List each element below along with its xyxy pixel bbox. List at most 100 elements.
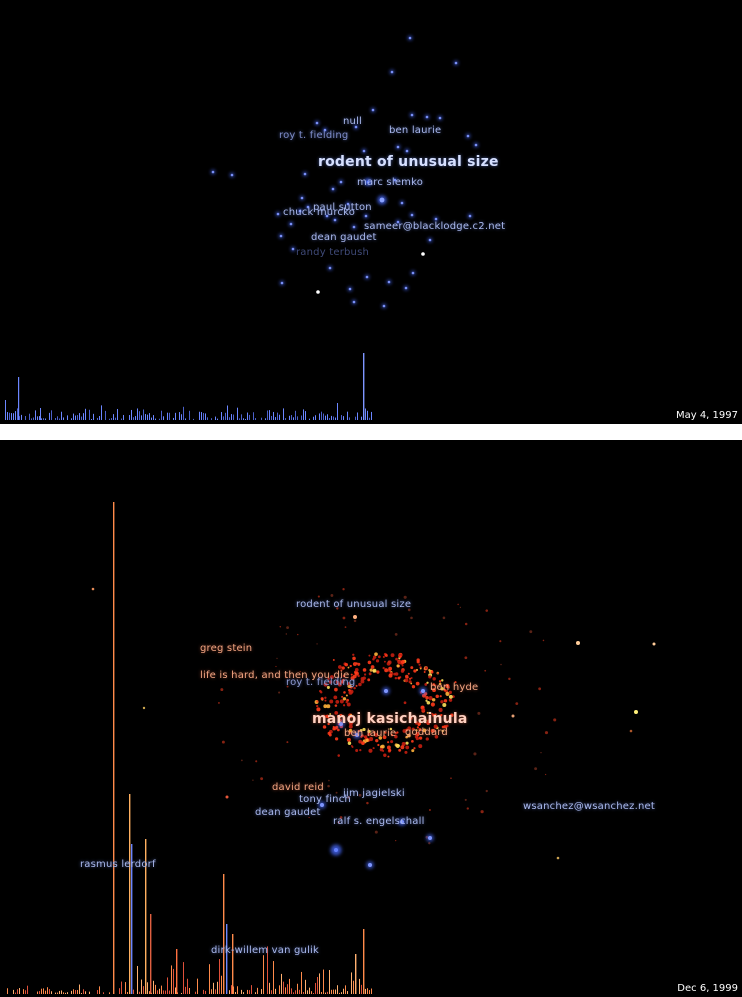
activity-bar bbox=[285, 418, 286, 420]
activity-bar bbox=[273, 961, 274, 994]
node-dot bbox=[395, 840, 397, 842]
node-dot bbox=[413, 747, 416, 750]
node-dot bbox=[576, 641, 580, 645]
node-dot bbox=[327, 784, 330, 788]
activity-bar bbox=[129, 415, 130, 420]
activity-bar bbox=[293, 992, 294, 994]
node-dot bbox=[367, 678, 371, 682]
activity-bar bbox=[315, 415, 316, 420]
activity-bar bbox=[291, 988, 292, 994]
node-dot bbox=[388, 666, 393, 671]
node-dot bbox=[368, 654, 371, 657]
node-dot bbox=[317, 595, 320, 598]
node-label-dean-gaudet: dean gaudet bbox=[255, 807, 321, 818]
activity-bar bbox=[45, 418, 46, 420]
node-dot bbox=[383, 753, 387, 757]
activity-bar bbox=[231, 985, 232, 994]
node-dot bbox=[394, 632, 398, 636]
activity-bar bbox=[183, 406, 184, 420]
node-dot bbox=[411, 684, 416, 689]
activity-bar bbox=[219, 959, 220, 994]
activity-bar bbox=[315, 982, 316, 994]
node-dot bbox=[330, 594, 334, 597]
node-dot bbox=[407, 608, 411, 612]
activity-bar bbox=[343, 416, 344, 420]
node-dot bbox=[387, 280, 391, 284]
node-dot bbox=[410, 213, 414, 217]
node-label-greg-stein: greg stein bbox=[200, 643, 253, 654]
activity-bar bbox=[369, 417, 370, 420]
node-dot bbox=[368, 863, 372, 867]
activity-bar bbox=[229, 417, 230, 420]
activity-bar bbox=[15, 992, 16, 994]
node-dot bbox=[353, 619, 357, 623]
node-label-life-is-hard: life is hard, and then you die bbox=[200, 670, 350, 681]
activity-bar bbox=[229, 990, 230, 994]
activity-bar bbox=[139, 991, 140, 994]
activity-bar bbox=[207, 417, 208, 420]
node-dot bbox=[375, 739, 379, 743]
activity-bar bbox=[185, 418, 186, 420]
node-dot bbox=[339, 699, 344, 704]
activity-bar bbox=[169, 412, 170, 420]
node-dot bbox=[442, 703, 447, 708]
node-dot bbox=[345, 700, 348, 704]
activity-bar bbox=[141, 979, 142, 994]
activity-bar bbox=[25, 990, 26, 994]
activity-bar bbox=[335, 417, 336, 420]
activity-bar bbox=[39, 416, 40, 420]
node-dot bbox=[443, 699, 448, 703]
node-dot bbox=[362, 727, 366, 732]
activity-bar bbox=[43, 988, 44, 994]
node-dot bbox=[337, 754, 341, 757]
node-dot bbox=[339, 722, 343, 726]
activity-bar bbox=[237, 986, 238, 994]
node-dot bbox=[279, 234, 283, 238]
activity-bar bbox=[121, 418, 122, 420]
node-dot bbox=[333, 218, 337, 222]
activity-bar bbox=[75, 415, 76, 420]
activity-bar bbox=[33, 417, 34, 420]
activity-bar bbox=[109, 418, 110, 420]
node-dot bbox=[334, 711, 338, 714]
node-dot bbox=[485, 789, 488, 793]
activity-bar bbox=[37, 991, 38, 994]
activity-bar bbox=[137, 965, 138, 994]
node-dot bbox=[91, 587, 95, 591]
node-dot bbox=[368, 748, 373, 753]
activity-bar bbox=[221, 412, 222, 420]
node-dot bbox=[407, 726, 411, 731]
node-dot bbox=[431, 698, 436, 702]
activity-bar bbox=[49, 412, 50, 420]
activity-bar bbox=[127, 992, 128, 994]
node-dot bbox=[379, 747, 384, 752]
node-label-roy-fielding: roy t. fielding bbox=[286, 677, 356, 688]
node-dot bbox=[419, 667, 422, 670]
node-dot bbox=[447, 686, 451, 689]
activity-bar bbox=[343, 988, 344, 994]
node-dot bbox=[299, 670, 301, 673]
node-dot bbox=[382, 666, 385, 670]
activity-bar bbox=[67, 415, 68, 420]
node-dot bbox=[407, 733, 411, 738]
activity-bar bbox=[249, 990, 250, 994]
activity-bar bbox=[329, 970, 330, 994]
node-dot bbox=[534, 767, 538, 771]
activity-bar bbox=[101, 405, 102, 420]
node-dot bbox=[352, 653, 355, 656]
node-dot bbox=[388, 673, 393, 678]
activity-bar bbox=[13, 989, 14, 994]
activity-bar bbox=[99, 986, 100, 994]
activity-bar bbox=[93, 413, 94, 420]
activity-bar bbox=[279, 414, 280, 420]
node-label-rodent: rodent of unusual size bbox=[318, 154, 499, 170]
activity-bar bbox=[7, 988, 8, 994]
activity-bar bbox=[21, 414, 22, 420]
node-dot bbox=[335, 791, 338, 794]
activity-bar bbox=[309, 987, 310, 994]
node-dot bbox=[428, 696, 433, 701]
node-dot bbox=[378, 736, 383, 740]
node-label-dirk: dirk-willem van gulik bbox=[211, 945, 320, 956]
activity-bar bbox=[149, 413, 150, 420]
activity-bar bbox=[353, 980, 354, 994]
